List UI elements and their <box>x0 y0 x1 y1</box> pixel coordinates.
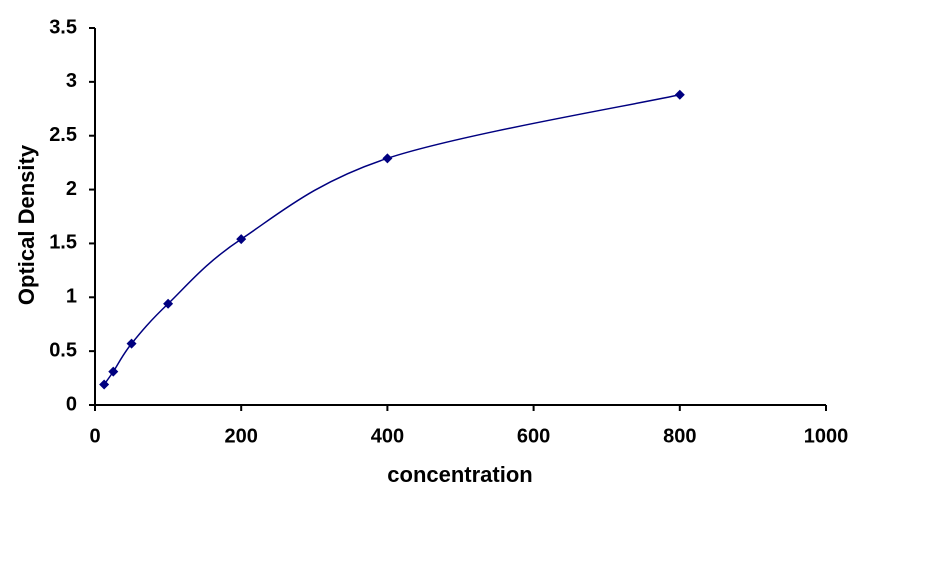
y-tick-label: 3.5 <box>49 16 77 38</box>
x-tick-label: 800 <box>663 425 696 447</box>
y-tick-label: 0 <box>66 393 77 415</box>
data-point <box>163 298 174 309</box>
y-tick-label: 3 <box>66 70 77 92</box>
data-point <box>236 234 247 245</box>
x-tick-label: 600 <box>517 425 550 447</box>
data-point <box>674 89 685 100</box>
x-tick-label: 200 <box>225 425 258 447</box>
fit-curve <box>103 94 680 385</box>
y-tick-label: 1.5 <box>49 232 77 254</box>
y-tick-label: 0.5 <box>49 339 77 361</box>
x-axis-title: concentration <box>387 462 532 487</box>
x-tick-label: 400 <box>371 425 404 447</box>
y-tick-label: 2 <box>66 178 77 200</box>
y-tick-label: 2.5 <box>49 124 77 146</box>
x-tick-label: 1000 <box>804 425 849 447</box>
y-tick-label: 1 <box>66 286 77 308</box>
x-tick-label: 0 <box>89 425 100 447</box>
data-point <box>382 153 393 164</box>
data-point <box>126 338 137 349</box>
data-point <box>108 366 119 377</box>
data-point <box>99 379 110 390</box>
y-axis-title: Optical Density <box>14 144 39 305</box>
